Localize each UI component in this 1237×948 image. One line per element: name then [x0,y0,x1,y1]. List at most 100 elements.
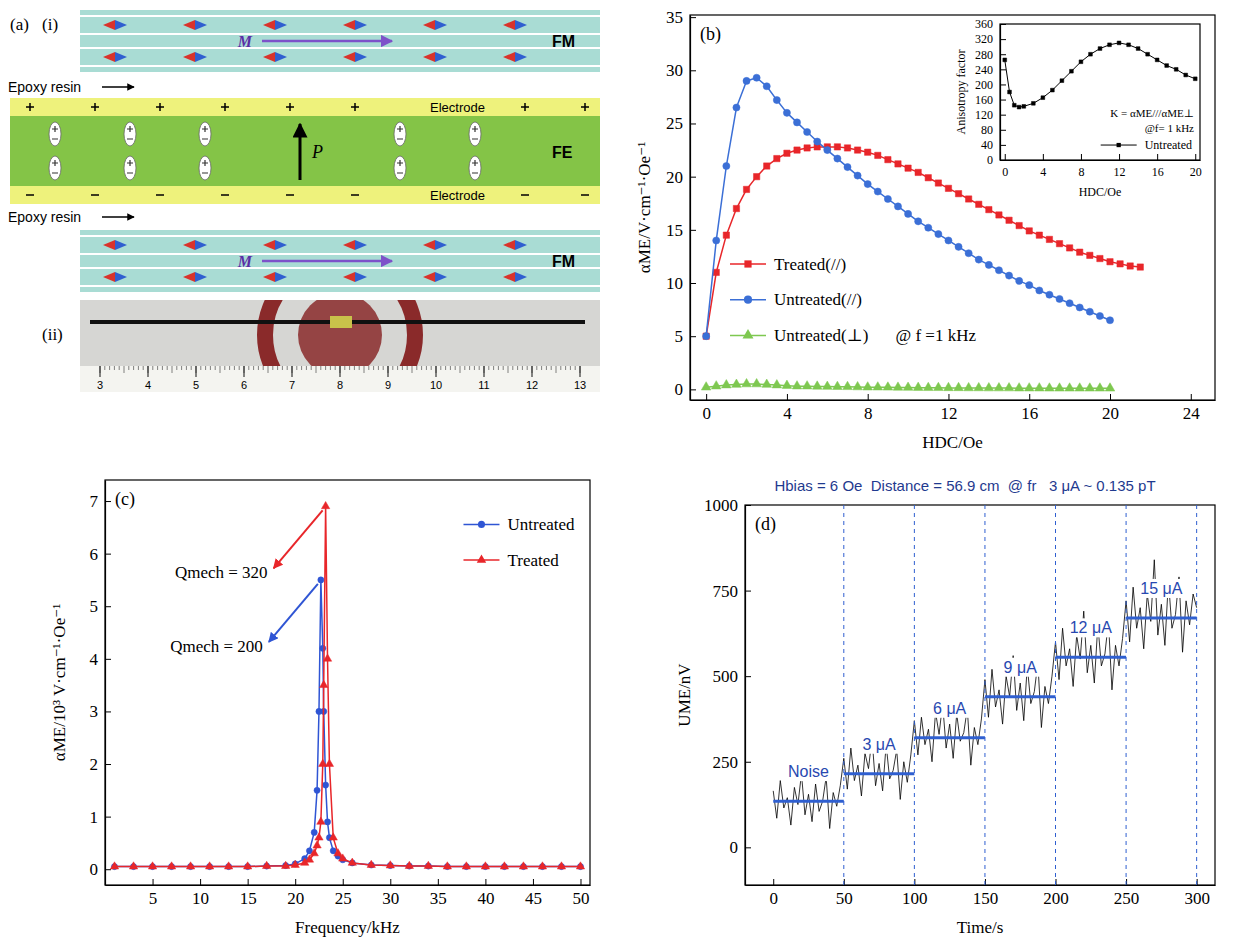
data-point [1096,312,1103,319]
tick: 15 [666,221,696,240]
data-point [519,862,527,869]
ruler-minor-tick [575,366,576,370]
data-point [315,833,323,840]
data-point [1036,287,1043,294]
data-point [743,186,749,192]
data-point [844,145,850,151]
data-point [1060,79,1064,83]
ruler-minor-tick [556,366,557,373]
segment-label: 3 μA [862,736,896,753]
data-point [1105,383,1115,391]
ruler-minor-tick [565,366,566,370]
arrow-label: P [311,142,323,162]
electric-dipole [394,122,406,146]
ferroelectric-layer [10,116,600,186]
emblem-core [298,300,382,366]
magnetic-dipole [195,240,207,250]
legend: UntreatedTreated [463,515,575,570]
magnetic-dipole [355,52,367,62]
tick-label: 200 [975,78,993,92]
data-point [903,382,913,390]
legend: Treated(//)Untreated(//)Untreated(⊥)@ f … [730,255,976,345]
tick-label: 45 [525,889,542,908]
data-point [824,147,831,154]
data-point [325,759,333,766]
data-point [863,382,873,390]
magnetic-dipole [275,52,287,62]
data-point [875,152,881,158]
label-background [930,699,970,718]
data-point [873,382,883,390]
electric-dipole [124,122,136,146]
tick-label: 1000 [704,496,738,515]
tick: 0 [702,394,711,423]
ruler-minor-tick [498,366,499,370]
magnetic-dipole [435,272,447,282]
segment-divider [984,505,985,885]
chart: 04812162004080120160200240280320360HDC/O… [954,17,1202,199]
data-point [703,333,710,340]
ruler-minor-tick [306,366,307,370]
data-point [854,147,860,153]
tick: 20 [1102,394,1119,423]
tick-label: 250 [713,753,739,772]
data-point [334,849,342,856]
x-axis-title: HDC/Oe [922,433,982,452]
legend-marker [744,260,751,267]
segment-divider [843,505,844,885]
layer-stripe [80,65,600,67]
electrode-layer [10,186,600,204]
tick: 5 [90,597,112,616]
data-point [944,382,954,390]
emblem-ring [265,300,415,366]
legend-label: Untreated [1145,138,1192,152]
data-point [703,333,709,339]
data-point [833,381,843,389]
layer-stripe [80,253,600,255]
data-point [793,119,800,126]
data-point [1066,245,1072,251]
ruler-minor-tick [268,366,269,373]
tick-mark [745,676,751,677]
tick-mark [745,762,751,763]
tick-mark [1000,54,1006,55]
tick: 5 [149,879,158,908]
magnetic-dipole [515,272,527,282]
panel-label: (b) [700,24,721,45]
tick: 50 [572,879,589,908]
magnetic-dipole [103,272,115,282]
data-point [1031,101,1035,105]
axis: 04080120160200240280320360 [975,17,1006,167]
charge-sign [52,160,58,173]
annotation: Qmech = 320 [175,563,268,582]
tick: 12 [940,394,957,423]
data-point [1127,43,1131,47]
data-point [405,861,413,868]
data-point [1008,90,1012,94]
data-point [1006,217,1012,223]
tick-mark [248,879,249,885]
tick-label: 2 [90,755,99,774]
tick-label: 8 [864,404,873,423]
charge-sign [91,103,99,111]
layer-label: Epoxy resin [8,209,81,225]
tick-label: 0 [730,838,739,857]
ruler-tick [532,366,533,377]
ruler-minor-tick [479,366,480,370]
tick-mark [948,394,949,400]
x-axis-title: HDC/Oe [1079,185,1122,199]
magnetic-dipole [183,272,195,282]
tick-label: 30 [382,889,399,908]
data-point [782,380,792,388]
charge-sign [26,194,34,196]
tick-label: 20 [1102,404,1119,423]
ruler-minor-tick [181,366,182,370]
magnetic-dipole [423,20,435,30]
ruler-minor-tick [272,366,273,370]
tick: 6 [90,545,112,564]
ruler-minor-tick [316,366,317,373]
tick-mark [105,606,111,607]
data-point [1022,104,1026,108]
magnetic-dipole [275,20,287,30]
tick: 750 [713,582,752,601]
